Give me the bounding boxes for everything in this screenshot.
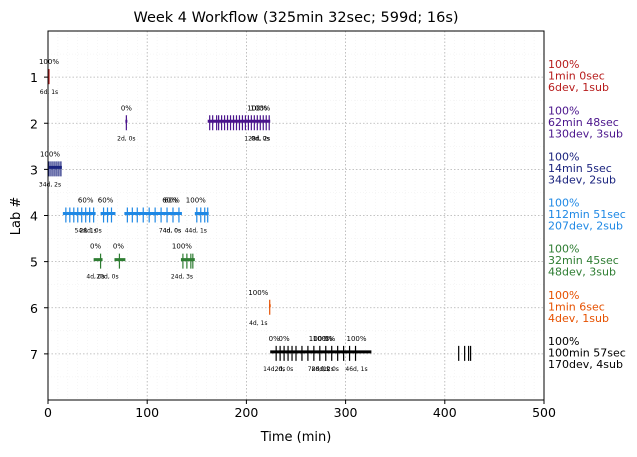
lab-2-percent-label: 0% xyxy=(121,104,132,112)
y-tick-label: 7 xyxy=(30,347,38,362)
lab-5-summary-line: 48dev, 3sub xyxy=(548,266,616,279)
lab-4-count-label: 74d, 0s xyxy=(159,228,181,235)
lab-3-summary-line: 34dev, 2sub xyxy=(548,173,616,186)
lab-2-percent-label: 100% xyxy=(250,104,270,112)
lab-4-summary-line: 207dev, 2sub xyxy=(548,220,623,233)
lab-2-summary-line: 130dev, 3sub xyxy=(548,127,623,140)
x-tick-label: 200 xyxy=(234,405,258,420)
y-axis-label: Lab # xyxy=(9,197,24,236)
lab-5-percent-label: 100% xyxy=(172,243,192,251)
lab-5-percent-label: 0% xyxy=(113,243,124,251)
lab-1-summary-line: 6dev, 1sub xyxy=(548,81,609,94)
lab-5-percent-label: 0% xyxy=(90,243,101,251)
lab-7-percent-label: 0% xyxy=(279,335,290,343)
lab-6-count-label: 4d, 1s xyxy=(249,320,267,327)
lab-7-summary-line: 100% xyxy=(548,335,579,348)
x-tick-label: 300 xyxy=(334,405,358,420)
lab-3-summary-line: 100% xyxy=(548,150,579,163)
lab-7-count-label: 14d, 0s xyxy=(263,366,285,373)
lab-7-count-label: 0d, 0s xyxy=(321,366,339,373)
lab-7-percent-label: 100% xyxy=(309,335,329,343)
lab-1-summary-line: 100% xyxy=(548,58,579,71)
lab-2-count-label: 2d, 0s xyxy=(117,135,135,142)
lab-2-percent-label: 100% xyxy=(247,104,267,112)
chart-title: Week 4 Workflow (325min 32sec; 599d; 16s… xyxy=(133,10,458,26)
y-tick-label: 1 xyxy=(30,70,38,85)
y-tick-label: 5 xyxy=(30,255,38,270)
lab-1-percent-label: 100% xyxy=(39,58,59,66)
lab-4-percent-label: 60% xyxy=(78,197,94,205)
lab-7-count-label: 2d, 0s xyxy=(275,366,293,373)
lab-7-count-label: 28d, 2s xyxy=(312,366,334,373)
lab-7-summary-line: 100min 57sec xyxy=(548,346,626,359)
lab-4-percent-label: 100% xyxy=(186,197,206,205)
lab-7-percent-label: 100% xyxy=(347,335,367,343)
lab-6-summary-line: 100% xyxy=(548,289,579,302)
lab-3-count-label: 34d, 2s xyxy=(39,181,61,188)
y-tick-label: 4 xyxy=(30,209,38,224)
lab-4-count-label: 44d, 1s xyxy=(185,228,207,235)
lab-3-summary-line: 14min 5sec xyxy=(548,162,612,175)
lab-7-percent-label: 0% xyxy=(269,335,280,343)
lab-3-percent-label: 100% xyxy=(40,150,60,158)
lab-4-count-label: 28d, 0s xyxy=(80,228,102,235)
lab-1-count-label: 6d, 1s xyxy=(40,89,58,96)
x-tick-label: 400 xyxy=(433,405,457,420)
y-tick-label: 3 xyxy=(30,162,38,177)
lab-2-summary-line: 100% xyxy=(548,104,579,117)
lab-5-count-label: 24d, 3s xyxy=(171,274,193,281)
lab-7-count-label: 78d, 1s xyxy=(308,366,330,373)
lab-5-count-label: 20d, 0s xyxy=(96,274,118,281)
lab-6-percent-label: 100% xyxy=(248,289,268,297)
lab-4-percent-label: 60% xyxy=(98,197,114,205)
lab-5-summary-line: 32min 45sec xyxy=(548,254,619,267)
lab-1-summary-line: 1min 0sec xyxy=(548,70,605,83)
plot-data: 100% 6d, 1s 0% 2d, 0s 100% 128d, 2s 100% 0d, 0s… xyxy=(39,58,472,373)
y-tick-label: 2 xyxy=(30,116,38,131)
lab-4-summary-line: 100% xyxy=(548,197,579,210)
lab-6-summary-line: 1min 6sec xyxy=(548,300,605,313)
x-tick-label: 0 xyxy=(44,405,52,420)
lab-7-percent-label: 0% xyxy=(324,335,335,343)
x-tick-label: 100 xyxy=(135,405,159,420)
axes: 0 100 200 300 400 500 1 2 3 4 5 6 7 xyxy=(30,70,556,420)
lab-4-percent-label: 60% xyxy=(164,197,180,205)
x-tick-label: 500 xyxy=(532,405,556,420)
y-tick-label: 6 xyxy=(30,301,38,316)
lab-4-percent-label: 60% xyxy=(162,197,178,205)
lab-2-summary-line: 62min 48sec xyxy=(548,116,619,129)
grid-lines xyxy=(47,31,545,400)
lab-5-summary-line: 100% xyxy=(548,243,579,256)
lab-4-count-label: 4d, 0s xyxy=(163,228,181,235)
lab-7-count-label: 46d, 1s xyxy=(345,366,367,373)
lab-4-count-label: 54d, 1s xyxy=(75,228,97,235)
lab-7-percent-label: 100% xyxy=(313,335,333,343)
x-axis-label: Time (min) xyxy=(260,430,332,445)
lab-2-count-label: 0d, 0s xyxy=(251,135,269,142)
lab-5-count-label: 4d, 0s xyxy=(86,274,104,281)
lab-6-summary-line: 4dev, 1sub xyxy=(548,312,609,325)
lab-2-count-label: 128d, 2s xyxy=(244,135,270,142)
lab-4-summary-line: 112min 51sec xyxy=(548,208,626,221)
lab-7-summary-line: 170dev, 4sub xyxy=(548,358,623,371)
